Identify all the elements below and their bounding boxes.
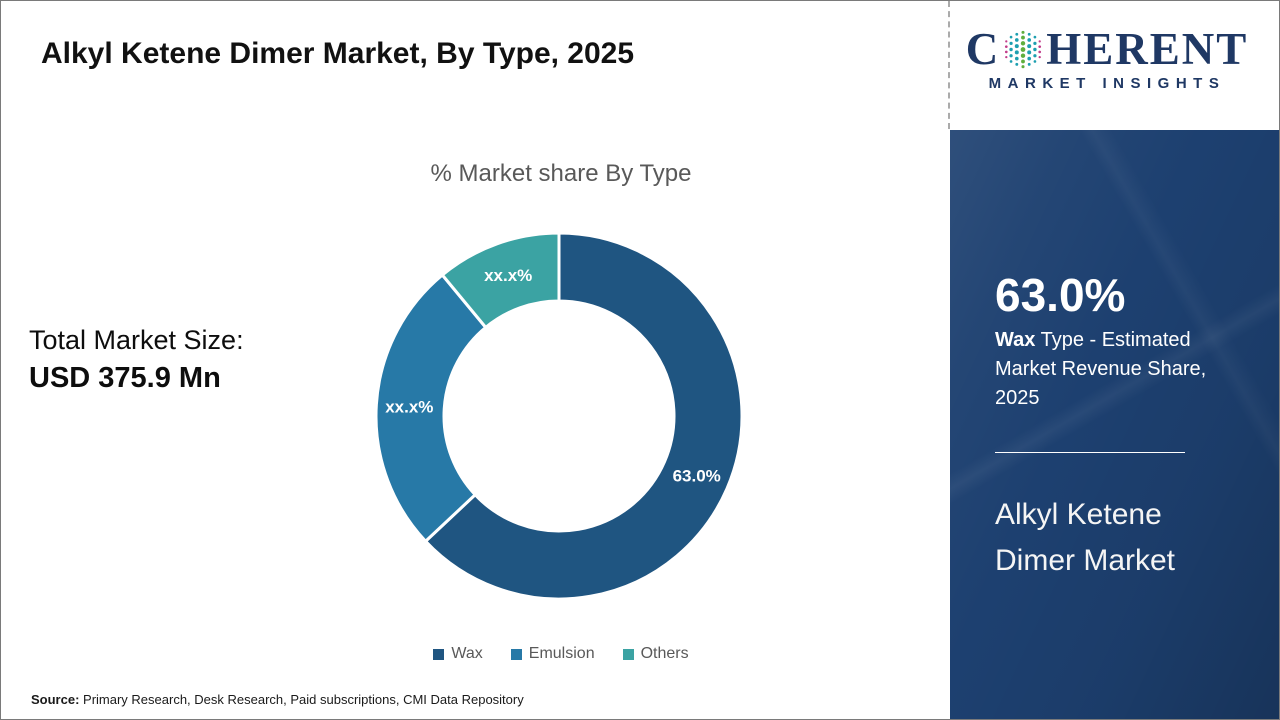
sidebar-stat-value: 63.0% xyxy=(995,269,1126,321)
sidebar-stat-bold: Wax xyxy=(995,329,1036,351)
legend-swatch-icon xyxy=(622,648,634,660)
slice-label-others: xx.x% xyxy=(484,266,532,285)
sidebar-stat-description: Wax Type - Estimated Market Revenue Shar… xyxy=(995,326,1213,413)
dotted-globe-icon xyxy=(1005,30,1042,68)
logo-wordmark-rest: HERENT xyxy=(1046,24,1249,74)
legend-label: Wax xyxy=(451,645,483,662)
legend-label: Others xyxy=(640,645,689,662)
header-dashed-separator xyxy=(948,1,950,129)
slice-label-wax: 63.0% xyxy=(673,467,721,486)
sidebar-market-name: Alkyl Ketene Dimer Market xyxy=(995,498,1176,577)
legend-label: Emulsion xyxy=(528,645,595,662)
sidebar-divider xyxy=(995,452,1185,453)
source-line: Source: Primary Research, Desk Research,… xyxy=(31,692,524,707)
coherent-market-insights-logo: C xyxy=(961,27,1253,93)
source-text: Primary Research, Desk Research, Paid su… xyxy=(79,692,524,707)
slice-label-emulsion: xx.x% xyxy=(385,398,433,417)
page-title: Alkyl Ketene Dimer Market, By Type, 2025 xyxy=(41,37,635,70)
total-market-size-value: USD 375.9 Mn xyxy=(29,362,221,394)
total-market-size-label: Total Market Size: xyxy=(29,325,244,355)
highlight-sidebar: 63.0% Wax Type - Estimated Market Revenu… xyxy=(950,130,1279,719)
chart-title: % Market share By Type xyxy=(430,160,692,187)
donut-slice-others xyxy=(440,231,561,330)
logo-letter-c: C xyxy=(965,24,1001,74)
legend-item-emulsion: Emulsion xyxy=(510,645,595,663)
total-market-size-block: Total Market Size: USD 375.9 Mn xyxy=(29,325,244,395)
legend-swatch-icon xyxy=(433,648,445,660)
logo-wordmark: C xyxy=(961,27,1253,72)
donut-chart: 63.0% xx.x% xx.x% xyxy=(374,231,744,601)
legend-item-wax: Wax xyxy=(433,645,483,663)
donut-slice-wax xyxy=(423,231,744,601)
legend-item-others: Others xyxy=(622,645,689,663)
legend-swatch-icon xyxy=(510,648,522,660)
chart-legend: Wax Emulsion Others xyxy=(161,645,961,663)
donut-slice-emulsion xyxy=(374,272,488,544)
source-label: Source: xyxy=(31,692,80,707)
sidebar-stat-rest: Type - Estimated Market Revenue Share, 2… xyxy=(995,329,1207,409)
logo-subtitle: MARKET INSIGHTS xyxy=(988,75,1226,92)
